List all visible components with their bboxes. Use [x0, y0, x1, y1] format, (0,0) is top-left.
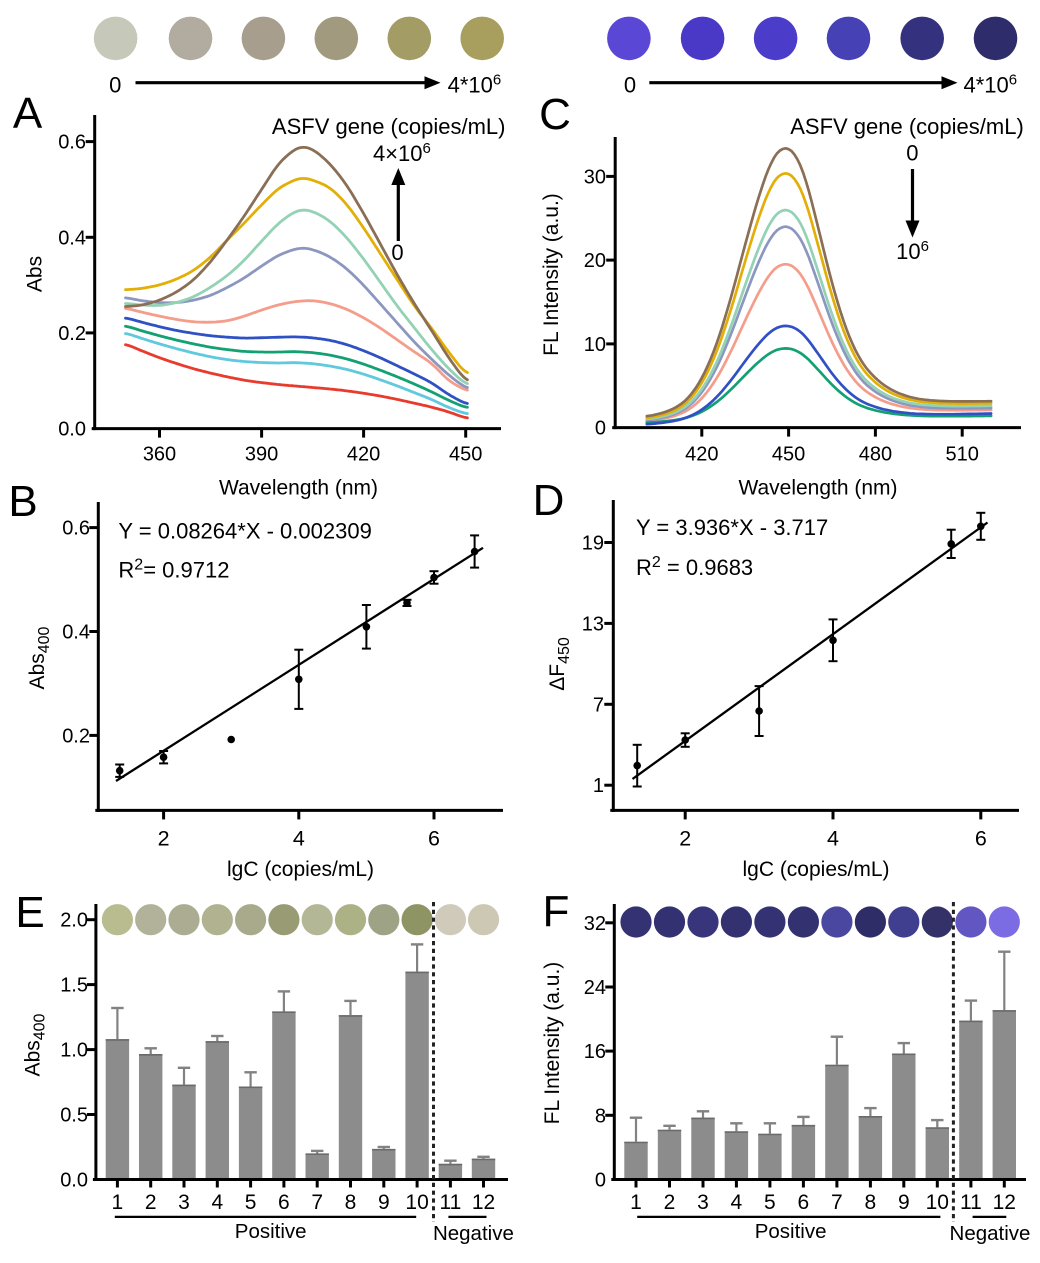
svg-text:7: 7 — [831, 1191, 843, 1214]
svg-text:F: F — [543, 887, 570, 936]
svg-text:360: 360 — [143, 444, 176, 466]
svg-text:R2= 0.9712: R2= 0.9712 — [118, 557, 229, 583]
svg-text:13: 13 — [582, 613, 604, 635]
svg-text:4: 4 — [211, 1191, 223, 1214]
svg-text:0.2: 0.2 — [62, 725, 90, 747]
svg-text:Positive: Positive — [755, 1220, 827, 1243]
svg-text:B: B — [8, 477, 37, 526]
svg-text:1.0: 1.0 — [60, 1040, 88, 1062]
svg-text:6: 6 — [975, 827, 987, 851]
svg-text:Wavelength (nm): Wavelength (nm) — [738, 477, 897, 500]
svg-text:10: 10 — [584, 334, 606, 356]
svg-text:1: 1 — [593, 775, 604, 797]
svg-text:1: 1 — [630, 1191, 642, 1214]
svg-text:7: 7 — [311, 1191, 323, 1214]
svg-text:510: 510 — [946, 444, 979, 466]
svg-text:0.0: 0.0 — [60, 1170, 88, 1192]
svg-text:7: 7 — [593, 694, 604, 716]
svg-text:10: 10 — [926, 1191, 949, 1214]
svg-text:4*106: 4*106 — [448, 72, 502, 98]
svg-text:2: 2 — [145, 1191, 157, 1214]
svg-text:8: 8 — [345, 1191, 357, 1214]
svg-text:11: 11 — [960, 1191, 982, 1214]
svg-text:Abs: Abs — [24, 256, 47, 292]
svg-text:5: 5 — [245, 1191, 257, 1214]
svg-text:10: 10 — [405, 1191, 428, 1214]
svg-text:12: 12 — [472, 1191, 495, 1214]
svg-text:D: D — [533, 476, 565, 525]
svg-text:24: 24 — [584, 977, 606, 999]
svg-text:19: 19 — [582, 533, 604, 555]
svg-text:9: 9 — [898, 1191, 910, 1214]
svg-text:lgC (copies/mL): lgC (copies/mL) — [742, 858, 889, 881]
svg-text:0.4: 0.4 — [62, 622, 90, 644]
svg-text:0.2: 0.2 — [58, 323, 86, 345]
svg-text:3: 3 — [697, 1191, 709, 1214]
svg-text:Positive: Positive — [235, 1220, 307, 1243]
svg-text:450: 450 — [772, 444, 805, 466]
svg-text:Negative: Negative — [950, 1222, 1031, 1245]
svg-text:C: C — [539, 90, 571, 139]
svg-text:4×106: 4×106 — [373, 140, 431, 166]
svg-text:1.5: 1.5 — [60, 975, 88, 997]
svg-text:8: 8 — [865, 1191, 877, 1214]
svg-text:0.5: 0.5 — [60, 1105, 88, 1127]
svg-text:E: E — [15, 888, 44, 937]
svg-text:2: 2 — [664, 1191, 676, 1214]
svg-text:2.0: 2.0 — [60, 910, 88, 932]
svg-text:Y = 3.936*X - 3.717: Y = 3.936*X - 3.717 — [636, 515, 828, 540]
svg-text:6: 6 — [798, 1191, 810, 1214]
svg-text:ASFV gene (copies/mL): ASFV gene (copies/mL) — [272, 114, 506, 139]
svg-text:lgC (copies/mL): lgC (copies/mL) — [227, 858, 374, 881]
svg-text:4: 4 — [731, 1191, 743, 1214]
svg-text:0.6: 0.6 — [62, 518, 90, 540]
svg-text:Negative: Negative — [433, 1222, 514, 1245]
svg-text:0: 0 — [906, 141, 918, 166]
svg-text:1: 1 — [112, 1191, 124, 1214]
svg-text:2: 2 — [158, 827, 170, 851]
svg-text:Wavelength (nm): Wavelength (nm) — [219, 477, 378, 500]
svg-text:0: 0 — [109, 73, 121, 98]
svg-text:11: 11 — [439, 1191, 461, 1214]
svg-text:4: 4 — [293, 827, 305, 851]
svg-text:0: 0 — [595, 1170, 606, 1192]
svg-text:0.0: 0.0 — [58, 419, 86, 441]
svg-text:FL Intensity (a.u.): FL Intensity (a.u.) — [540, 193, 563, 356]
svg-text:8: 8 — [595, 1105, 606, 1127]
svg-text:450: 450 — [449, 444, 482, 466]
svg-text:0: 0 — [624, 73, 636, 98]
svg-text:420: 420 — [685, 444, 718, 466]
svg-text:A: A — [13, 89, 43, 138]
svg-text:Y = 0.08264*X - 0.002309: Y = 0.08264*X - 0.002309 — [118, 519, 371, 544]
svg-text:0: 0 — [595, 418, 606, 440]
svg-text:6: 6 — [428, 827, 440, 851]
svg-text:390: 390 — [245, 444, 278, 466]
svg-text:480: 480 — [859, 444, 892, 466]
svg-text:30: 30 — [584, 166, 606, 188]
svg-text:0: 0 — [391, 240, 403, 265]
svg-text:5: 5 — [764, 1191, 776, 1214]
svg-text:420: 420 — [347, 444, 380, 466]
svg-text:6: 6 — [278, 1191, 290, 1214]
svg-text:3: 3 — [178, 1191, 190, 1214]
svg-text:9: 9 — [378, 1191, 390, 1214]
svg-text:20: 20 — [584, 250, 606, 272]
svg-text:FL Intensity (a.u.): FL Intensity (a.u.) — [541, 962, 564, 1125]
svg-text:16: 16 — [584, 1041, 606, 1063]
svg-text:0.4: 0.4 — [58, 227, 86, 249]
svg-text:4: 4 — [827, 827, 839, 851]
svg-text:2: 2 — [679, 827, 691, 851]
svg-text:0.6: 0.6 — [58, 132, 86, 154]
svg-text:32: 32 — [584, 913, 606, 935]
svg-text:12: 12 — [993, 1191, 1016, 1214]
svg-text:ASFV gene (copies/mL): ASFV gene (copies/mL) — [790, 114, 1024, 139]
svg-text:4*106: 4*106 — [964, 72, 1018, 98]
